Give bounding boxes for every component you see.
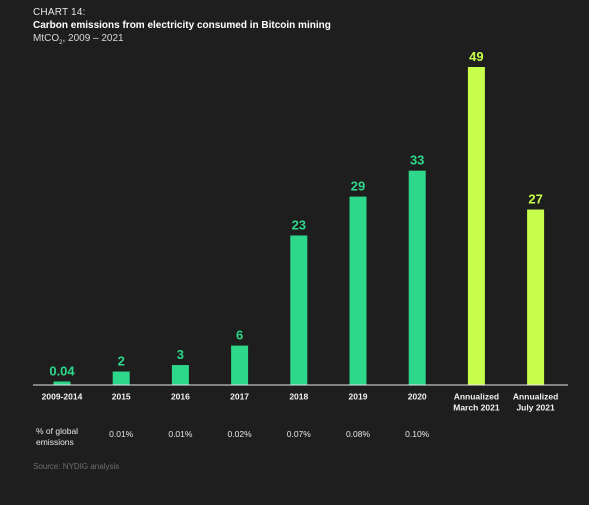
bar (349, 196, 367, 385)
share-value: 0.02% (228, 429, 253, 439)
x-tick-label: Annualized (513, 392, 558, 402)
x-tick-label: 2018 (289, 392, 308, 402)
value-label: 2 (118, 354, 125, 369)
source-note: Source: NYDIG analysis (33, 462, 120, 471)
value-label: 0.04 (49, 364, 75, 379)
x-tick-label: 2017 (230, 392, 249, 402)
value-label: 29 (351, 179, 365, 194)
bar (467, 67, 485, 385)
x-tick-label: Annualized (454, 392, 499, 402)
subtitle-subscript: 2 (59, 40, 63, 46)
subtitle-range: , 2009 – 2021 (62, 33, 124, 44)
bar (408, 170, 426, 385)
subtitle-unit: MtCO (33, 33, 60, 44)
bar (171, 365, 189, 385)
share-row-label: % of global (36, 426, 78, 436)
share-value: 0.08% (346, 429, 371, 439)
share-value: 0.07% (287, 429, 312, 439)
share-value: 0.01% (168, 429, 193, 439)
bar (53, 381, 71, 385)
chart-subtitle: MtCO2, 2009 – 2021 (33, 32, 553, 46)
x-tick-label: March 2021 (453, 403, 500, 413)
share-value: 0.10% (405, 429, 430, 439)
bar (527, 209, 545, 385)
value-label: 23 (292, 217, 306, 232)
value-label: 27 (528, 192, 542, 207)
x-tick-label: 2015 (112, 392, 131, 402)
chart-number: CHART 14: (33, 7, 86, 18)
bar (290, 235, 308, 385)
value-label: 6 (236, 328, 243, 343)
x-tick-label: July 2021 (516, 403, 555, 413)
x-tick-label: 2019 (349, 392, 368, 402)
chart-title: Carbon emissions from electricity consum… (33, 20, 331, 31)
x-tick-label: 2016 (171, 392, 190, 402)
value-label: 3 (177, 347, 184, 362)
value-label: 33 (410, 153, 424, 168)
x-tick-label: 2020 (408, 392, 427, 402)
share-row-label: emissions (36, 437, 74, 447)
bar (112, 371, 130, 385)
x-tick-label: 2009-2014 (42, 392, 83, 402)
share-value: 0.01% (109, 429, 134, 439)
chart-header: CHART 14: Carbon emissions from electric… (33, 6, 553, 46)
bar (231, 345, 249, 385)
value-label: 49 (469, 49, 483, 64)
